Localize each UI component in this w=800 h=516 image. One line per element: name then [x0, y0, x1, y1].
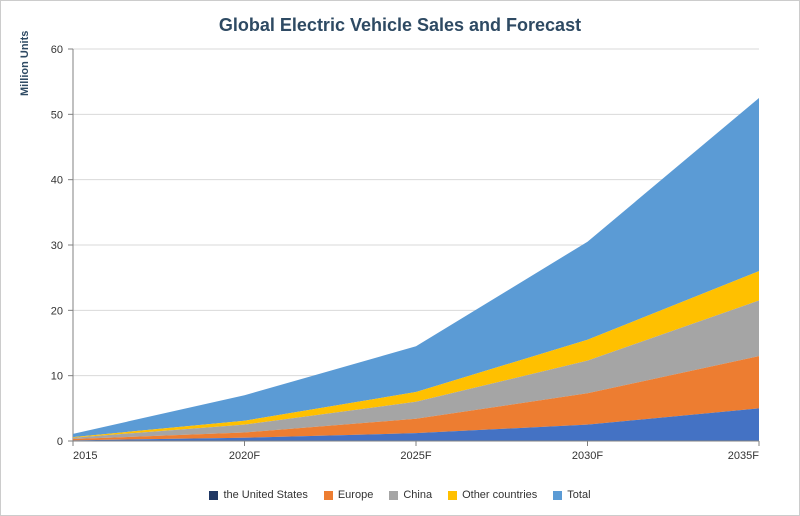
svg-text:10: 10 — [51, 371, 63, 383]
legend-label: the United States — [223, 489, 307, 501]
svg-text:2030F: 2030F — [572, 450, 603, 462]
svg-text:2025F: 2025F — [400, 450, 431, 462]
legend-label: Europe — [338, 489, 373, 501]
area-chart-svg: 0 10 20 30 40 50 60 2015 2020F 2025F 2030F 2035F — [1, 1, 800, 516]
legend-item: China — [389, 489, 432, 501]
svg-text:2015: 2015 — [73, 450, 97, 462]
svg-text:2020F: 2020F — [229, 450, 260, 462]
chart-legend: the United States Europe China Other countr… — [1, 489, 799, 501]
legend-item: the United States — [209, 489, 307, 501]
svg-text:2035F: 2035F — [728, 450, 759, 462]
legend-swatch — [324, 491, 333, 500]
svg-text:20: 20 — [51, 305, 63, 317]
svg-text:0: 0 — [57, 436, 63, 448]
legend-item: Other countries — [448, 489, 537, 501]
legend-item: Total — [553, 489, 590, 501]
svg-text:30: 30 — [51, 240, 63, 252]
svg-text:50: 50 — [51, 109, 63, 121]
chart-container: Global Electric Vehicle Sales and Foreca… — [0, 0, 800, 516]
svg-text:60: 60 — [51, 44, 63, 56]
legend-label: Other countries — [462, 489, 537, 501]
legend-swatch — [448, 491, 457, 500]
legend-label: China — [403, 489, 432, 501]
legend-item: Europe — [324, 489, 373, 501]
legend-swatch — [209, 491, 218, 500]
legend-swatch — [389, 491, 398, 500]
svg-text:40: 40 — [51, 175, 63, 187]
legend-swatch — [553, 491, 562, 500]
legend-label: Total — [567, 489, 590, 501]
